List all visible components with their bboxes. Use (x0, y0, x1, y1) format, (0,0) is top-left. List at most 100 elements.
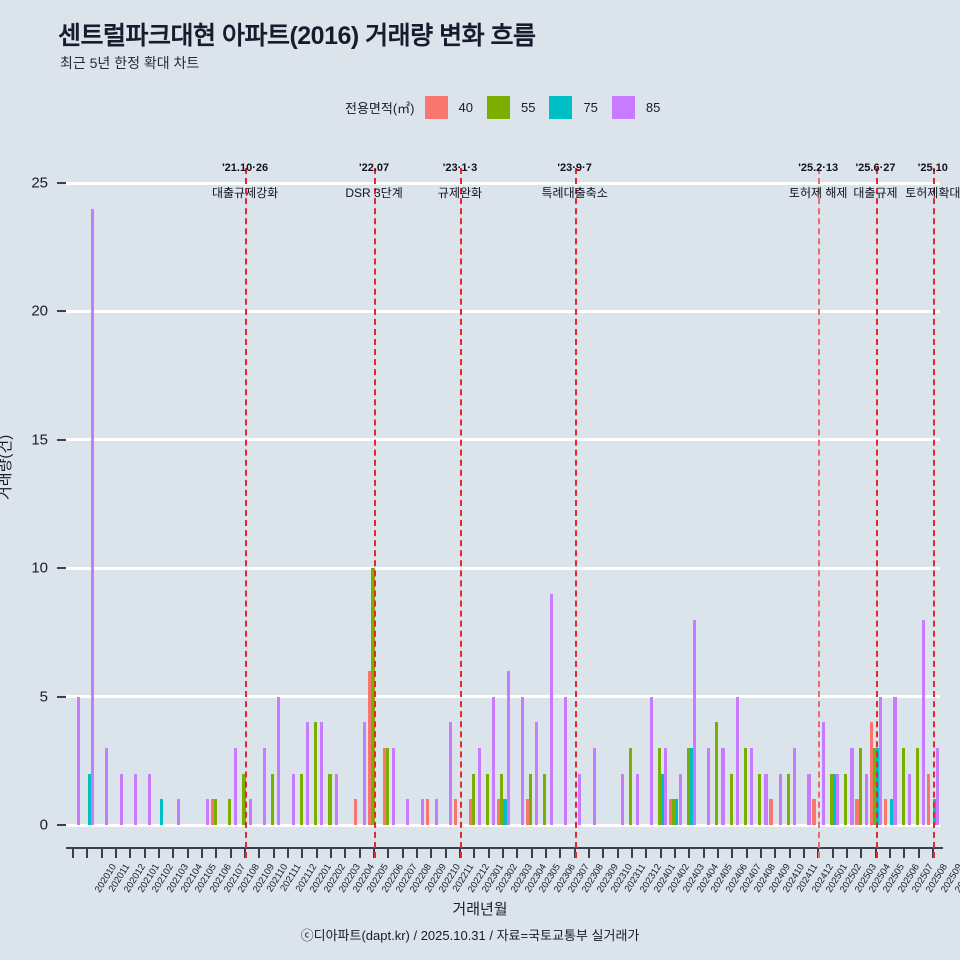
bar-202507-75[interactable] (890, 799, 894, 825)
bar-202208-55[interactable] (385, 747, 389, 825)
bar-202304-75[interactable] (503, 799, 507, 825)
bar-202202-55[interactable] (299, 773, 303, 825)
bar-202501-85[interactable] (807, 773, 811, 825)
bar-202510-75[interactable] (933, 799, 937, 825)
bar-202506-75[interactable] (875, 747, 880, 825)
bar-202405-85[interactable] (692, 619, 696, 825)
bar-202109-55[interactable] (228, 799, 232, 825)
bar-202403-55[interactable] (657, 747, 662, 825)
bar-202212-85[interactable] (449, 722, 453, 825)
bar-202409-55[interactable] (743, 747, 748, 825)
bar-202401-85[interactable] (635, 773, 639, 825)
bar-202506-40[interactable] (869, 722, 873, 825)
bar-202207-40[interactable] (368, 670, 372, 825)
bar-202105-85[interactable] (177, 799, 181, 825)
bar-202405-55[interactable] (686, 747, 690, 825)
bar-202506-55[interactable] (872, 747, 876, 825)
legend-item-85[interactable]: 85 (611, 96, 660, 119)
bar-202304-55[interactable] (500, 773, 504, 825)
bar-202112-55[interactable] (271, 773, 275, 825)
bar-202507-40[interactable] (884, 799, 888, 825)
legend-item-55[interactable]: 55 (486, 96, 535, 119)
bar-202507-85[interactable] (893, 696, 897, 825)
bar-202303-85[interactable] (492, 696, 496, 825)
bar-202408-55[interactable] (729, 773, 733, 825)
bar-202206-40[interactable] (353, 799, 358, 825)
bar-202510-40[interactable] (927, 773, 931, 825)
bar-202505-85[interactable] (864, 773, 868, 825)
bar-202403-85[interactable] (664, 747, 668, 825)
bar-202108-55[interactable] (213, 799, 217, 825)
bar-202111-85[interactable] (262, 747, 267, 825)
bar-202410-85[interactable] (764, 773, 768, 825)
bar-202306-85[interactable] (535, 722, 539, 825)
bar-202101-85[interactable] (119, 773, 123, 825)
bar-202504-55[interactable] (844, 773, 848, 825)
bar-202310-85[interactable] (592, 747, 596, 825)
bar-202304-40[interactable] (497, 799, 501, 825)
bar-202207-55[interactable] (371, 568, 375, 825)
bar-202203-85[interactable] (320, 722, 324, 825)
bar-202308-85[interactable] (563, 696, 567, 825)
bar-202505-55[interactable] (858, 747, 862, 825)
bar-202309-85[interactable] (578, 773, 582, 825)
bar-202401-55[interactable] (629, 747, 633, 825)
bar-202407-55[interactable] (715, 722, 719, 825)
bar-202104-75[interactable] (159, 799, 163, 825)
bar-202508-55[interactable] (901, 747, 905, 825)
bar-202404-40[interactable] (669, 799, 673, 825)
bar-202404-75[interactable] (675, 799, 679, 825)
bar-202208-85[interactable] (391, 747, 396, 825)
bar-202504-85[interactable] (850, 747, 854, 825)
bar-202506-85[interactable] (879, 696, 883, 825)
bar-202102-85[interactable] (134, 773, 138, 825)
bar-202405-75[interactable] (689, 747, 693, 825)
bar-202209-85[interactable] (406, 799, 410, 825)
bar-202211-40[interactable] (425, 799, 429, 825)
bar-202202-85[interactable] (305, 722, 310, 825)
bar-202302-85[interactable] (477, 747, 481, 825)
bar-202304-85[interactable] (506, 670, 510, 825)
bar-202502-85[interactable] (821, 722, 825, 825)
bar-202301-40[interactable] (454, 799, 458, 825)
bar-202011-75[interactable] (87, 773, 92, 825)
bar-202312-85[interactable] (621, 773, 625, 825)
bar-202302-40[interactable] (468, 799, 472, 825)
legend-item-40[interactable]: 40 (424, 96, 473, 119)
bar-202407-85[interactable] (721, 747, 725, 825)
bar-202204-85[interactable] (334, 773, 338, 825)
bar-202408-85[interactable] (735, 696, 739, 825)
bar-202406-85[interactable] (707, 747, 711, 825)
bar-202502-40[interactable] (812, 799, 816, 825)
legend-item-75[interactable]: 75 (549, 96, 598, 119)
bar-202404-85[interactable] (678, 773, 682, 825)
bar-202303-55[interactable] (486, 773, 490, 825)
bar-202409-85[interactable] (750, 747, 754, 825)
bar-202108-40[interactable] (210, 799, 214, 825)
bar-202503-55[interactable] (829, 773, 833, 825)
bar-202410-55[interactable] (758, 773, 762, 825)
bar-202509-55[interactable] (915, 747, 919, 825)
bar-202211-85[interactable] (434, 799, 439, 825)
bar-202103-85[interactable] (148, 773, 152, 825)
bar-202411-85[interactable] (778, 773, 782, 825)
bar-202107-85[interactable] (205, 799, 209, 825)
bar-202112-85[interactable] (277, 696, 281, 825)
bar-202404-55[interactable] (672, 799, 676, 825)
bar-202302-55[interactable] (471, 773, 475, 825)
bar-202411-40[interactable] (769, 799, 773, 825)
bar-202306-40[interactable] (525, 799, 530, 825)
bar-202210-85[interactable] (420, 799, 424, 825)
bar-202508-85[interactable] (907, 773, 911, 825)
bar-202206-85[interactable] (363, 722, 367, 825)
bar-202510-85[interactable] (936, 747, 940, 825)
bar-202204-55[interactable] (328, 773, 332, 825)
bar-202412-85[interactable] (793, 747, 797, 825)
bar-202010-85[interactable] (76, 696, 80, 825)
bar-202012-85[interactable] (105, 747, 109, 825)
bar-202503-75[interactable] (833, 773, 837, 825)
bar-202306-55[interactable] (529, 773, 533, 825)
bar-202402-85[interactable] (649, 696, 653, 825)
bar-202505-40[interactable] (855, 799, 859, 825)
bar-202412-55[interactable] (786, 773, 791, 825)
